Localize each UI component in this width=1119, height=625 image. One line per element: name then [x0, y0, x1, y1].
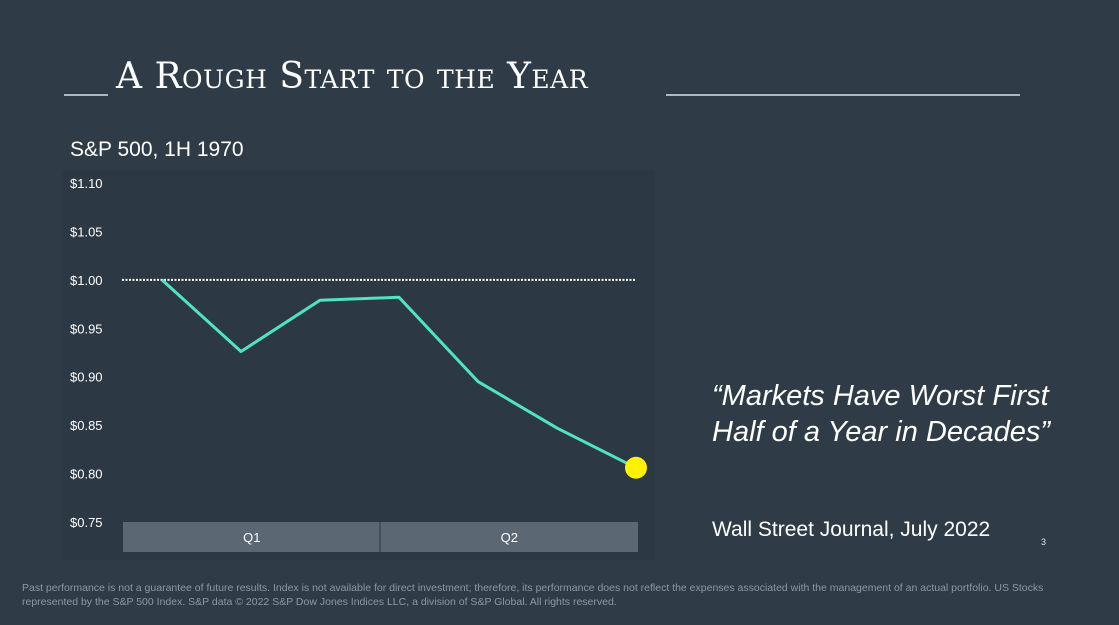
quarter-label-q2: Q2: [501, 530, 518, 545]
chart-title: S&P 500, 1H 1970: [70, 138, 244, 161]
title-rule-right: [666, 94, 1020, 96]
y-tick-label: $0.75: [70, 515, 103, 530]
end-point-marker: [625, 456, 647, 479]
y-axis-ticks: $1.10 $1.05 $1.00 $0.95 $0.90 $0.85 $0.80 $0.75: [70, 176, 103, 530]
plot-background: [62, 170, 655, 560]
y-tick-label: $0.85: [70, 418, 103, 433]
quote-source: Wall Street Journal, July 2022: [712, 518, 991, 541]
page-number: 3: [1041, 537, 1047, 547]
disclaimer: Past performance is not a guarantee of f…: [22, 582, 1044, 608]
y-tick-label: $0.80: [70, 467, 103, 482]
quarter-band-q1: [123, 522, 380, 552]
title-rule-left: [64, 94, 108, 96]
y-tick-label: $0.95: [70, 321, 103, 336]
y-tick-label: $1.00: [70, 273, 103, 288]
y-tick-label: $1.10: [70, 176, 103, 191]
quote-text: “Markets Have Worst First Half of a Year…: [712, 380, 1050, 448]
quarter-label-q1: Q1: [243, 530, 260, 545]
y-tick-label: $1.05: [70, 224, 103, 239]
slide-title: A Rough Start to the Year: [116, 56, 589, 97]
y-tick-label: $0.90: [70, 370, 103, 385]
quarter-band-q2: [380, 522, 638, 552]
series-points: [161, 279, 647, 479]
quarter-bands: Q1 Q2: [123, 522, 638, 552]
slide-title-row: A Rough Start to the Year: [64, 56, 1020, 100]
